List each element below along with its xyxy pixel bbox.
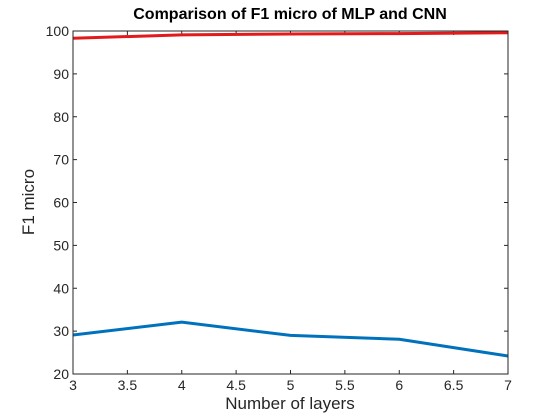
series-line-1 [72,320,509,358]
tick-labels: 3 3.5 4 4.5 5 5.5 6 6.5 7 20 30 40 50 60 70 80 90 100 [46,23,512,393]
x-tick-label: 7 [504,377,512,393]
y-tick-label: 80 [53,109,69,125]
y-tick-label: 100 [46,23,70,39]
series-line-2 [72,31,509,40]
y-tick-label: 50 [53,237,69,253]
y-axis-label: F1 micro [19,169,38,235]
chart-title: Comparison of F1 micro of MLP and CNN [133,6,447,23]
x-tick-label: 5.5 [335,377,355,393]
y-tick-label: 70 [53,152,69,168]
x-tick-label: 5 [287,377,295,393]
series-lines [72,31,509,358]
y-tick-label: 60 [53,195,69,211]
axis-ticks [72,30,509,375]
y-tick-label: 30 [53,323,69,339]
x-axis-label: Number of layers [225,394,354,413]
plot-frame [72,30,509,375]
y-tick-label: 20 [53,366,69,382]
x-tick-label: 6.5 [444,377,464,393]
x-tick-label: 6 [395,377,403,393]
x-tick-label: 4 [178,377,186,393]
y-tick-label: 90 [53,66,69,82]
y-tick-label: 40 [53,280,69,296]
x-tick-label: 3.5 [118,377,138,393]
x-tick-label: 3 [69,377,77,393]
x-tick-label: 4.5 [226,377,246,393]
